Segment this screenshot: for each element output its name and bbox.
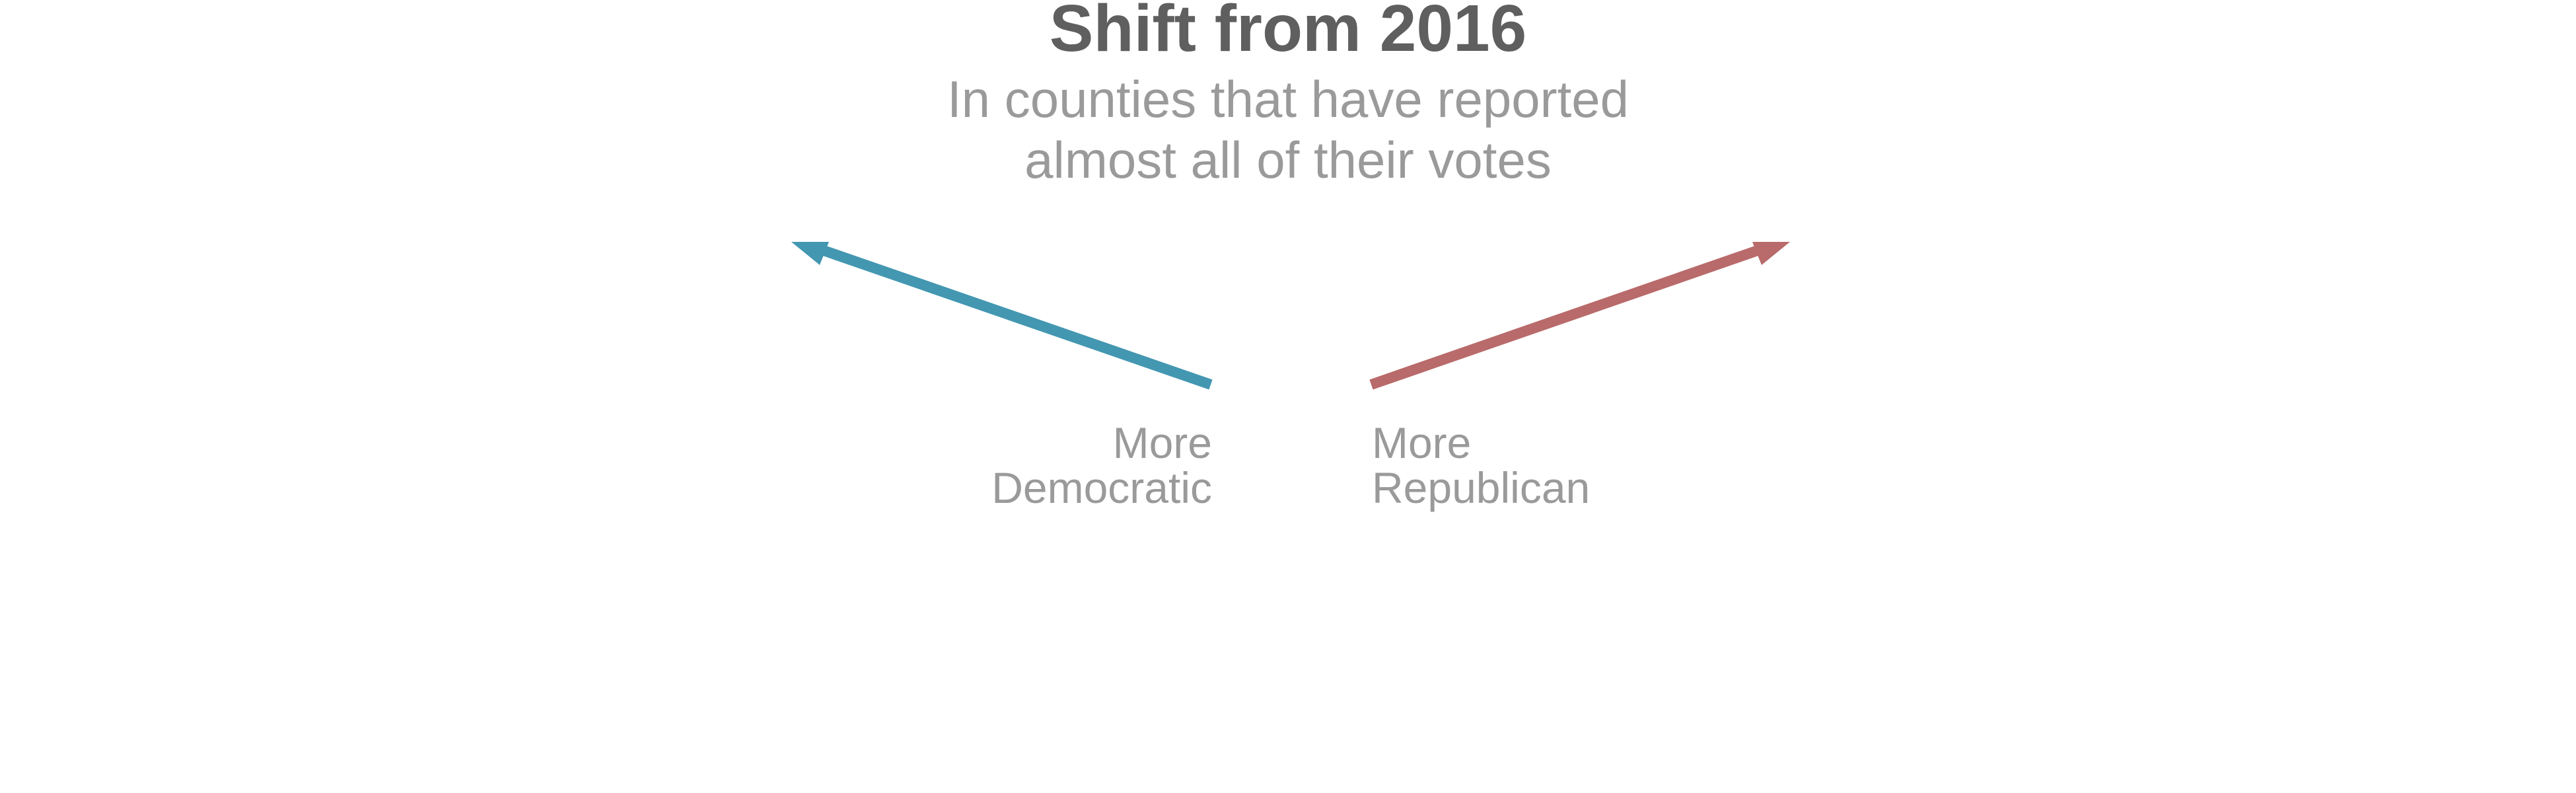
legend-subtitle: In counties that have reported almost al… — [0, 69, 2576, 190]
label-line: More — [1112, 418, 1212, 467]
label-line: Republican — [1372, 463, 1591, 512]
label-line: More — [1372, 418, 1472, 467]
republican-arrow-icon — [1369, 242, 1790, 390]
legend-title: Shift from 2016 — [1049, 0, 1527, 65]
legend-subtitle-line: In counties that have reported — [947, 70, 1629, 128]
more-republican-label: More Republican — [1372, 420, 1590, 510]
legend-subtitle-line: almost all of their votes — [1024, 131, 1552, 189]
label-line: Democratic — [991, 463, 1212, 512]
democratic-arrow-icon — [791, 242, 1213, 390]
more-democratic-label: More Democratic — [991, 420, 1212, 510]
